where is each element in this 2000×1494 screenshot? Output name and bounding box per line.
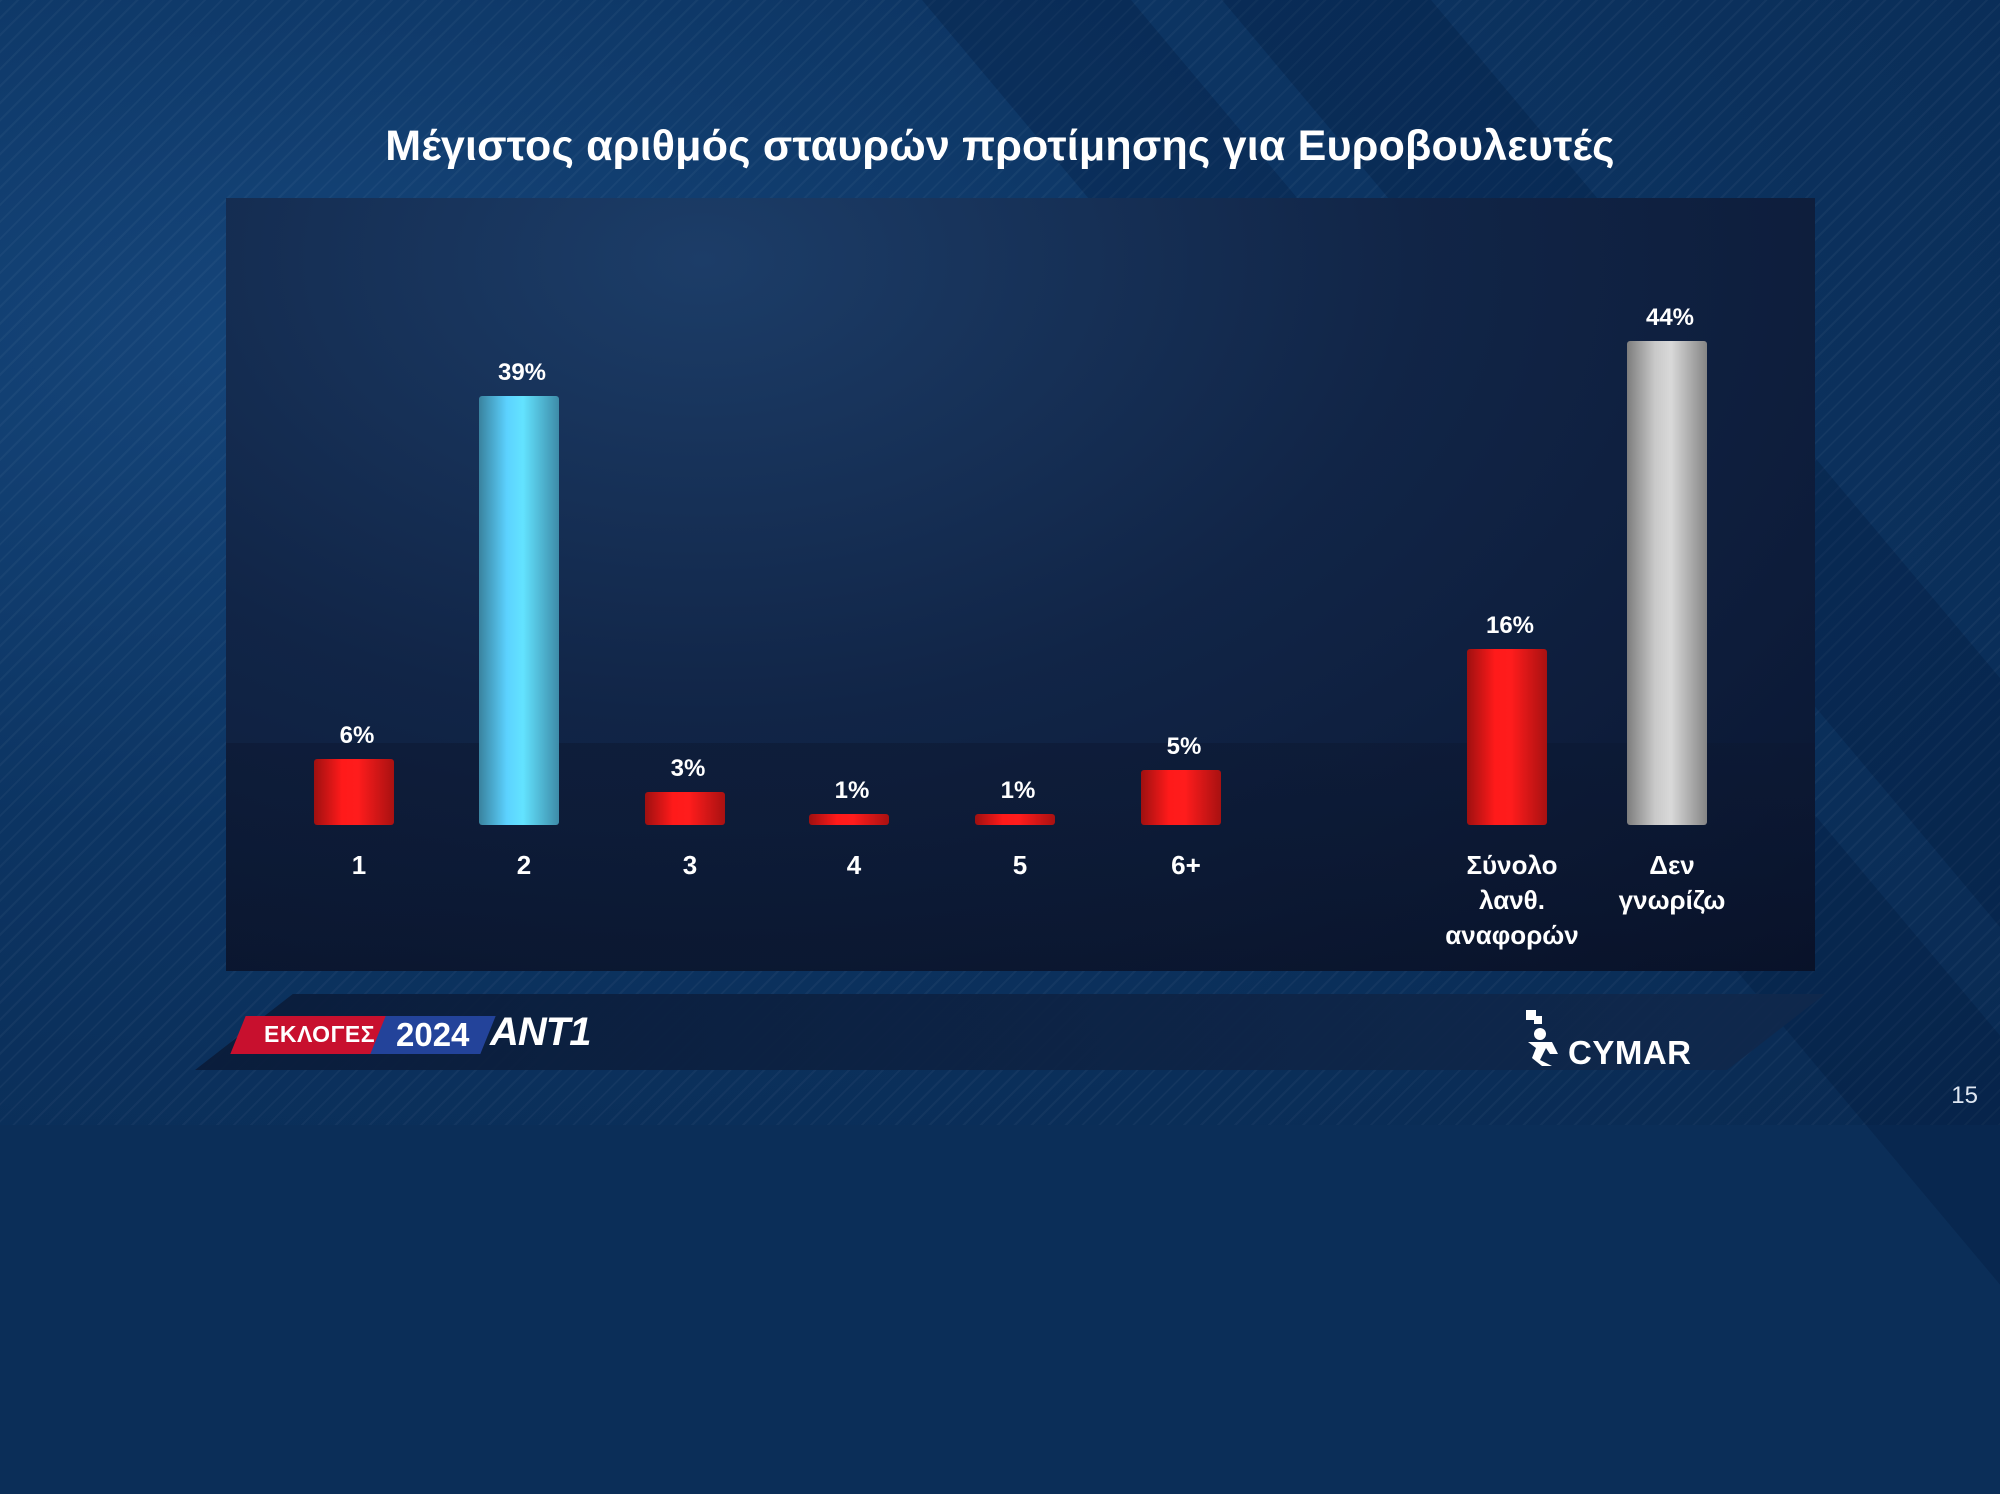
bar-3 bbox=[645, 792, 725, 825]
bar-8 bbox=[1627, 341, 1707, 825]
chart-title: Μέγιστος αριθμός σταυρών προτίμησης για … bbox=[385, 122, 1615, 170]
data-label-6: 5% bbox=[1167, 733, 1202, 760]
category-label-5: 5 bbox=[1013, 850, 1027, 880]
channel-logo: ANT1 bbox=[490, 1010, 591, 1054]
category-label-4: 4 bbox=[847, 850, 862, 880]
data-label-1: 6% bbox=[340, 722, 375, 749]
data-label-7: 16% bbox=[1486, 612, 1534, 639]
page-number: 15 bbox=[1951, 1082, 1978, 1109]
category-label-6: 6+ bbox=[1171, 850, 1201, 880]
data-label-3: 3% bbox=[671, 755, 706, 782]
bar-4 bbox=[809, 814, 889, 825]
category-label-3: 3 bbox=[683, 850, 697, 880]
category-label-1: 1 bbox=[352, 850, 366, 880]
election-year: 2024 bbox=[396, 1016, 470, 1053]
bar-6 bbox=[1141, 770, 1221, 825]
data-label-8: 44% bbox=[1646, 304, 1694, 331]
bars-layer bbox=[314, 341, 1707, 825]
election-label: ΕΚΛΟΓΕΣ bbox=[264, 1021, 376, 1047]
bar-2 bbox=[479, 396, 559, 825]
category-label-8: Δεν γνωρίζω bbox=[1619, 850, 1726, 915]
election-branding: ΕΚΛΟΓΕΣ 2024 ANT1 bbox=[230, 1010, 598, 1060]
category-label-2: 2 bbox=[517, 850, 531, 880]
bar-7 bbox=[1467, 649, 1547, 825]
data-label-4: 1% bbox=[835, 777, 870, 804]
category-label-7: Σύνολο λανθ. αναφορών bbox=[1445, 850, 1578, 950]
bar-5 bbox=[975, 814, 1055, 825]
pollster-name: CYMAR bbox=[1568, 1034, 1692, 1071]
data-label-2: 39% bbox=[498, 359, 546, 386]
data-label-5: 1% bbox=[1001, 777, 1036, 804]
bar-1 bbox=[314, 759, 394, 825]
labels-layer: 6% 1 39% 2 3% 3 1% 4 1% 5 5% 6+ 16% Σύνολο λανθ. αναφορ… bbox=[340, 304, 1726, 950]
bar-chart: 6% 1 39% 2 3% 3 1% 4 1% 5 5% 6+ 16% Σύνολο λανθ. αναφορ… bbox=[314, 304, 1726, 950]
pollster-logo: CYMAR bbox=[1522, 1008, 1712, 1071]
cymar-figure-icon bbox=[1526, 1010, 1558, 1066]
